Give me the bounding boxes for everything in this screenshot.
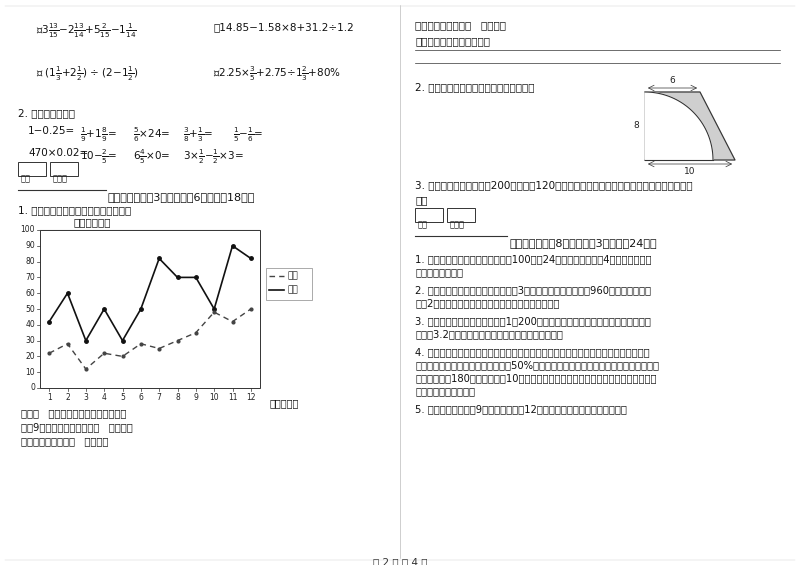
Text: 3×$\frac{1}{2}$−$\frac{1}{2}$×3=: 3×$\frac{1}{2}$−$\frac{1}{2}$×3= <box>183 148 244 167</box>
Text: ⑵、9月份收入和支出相差（   ）万元。: ⑵、9月份收入和支出相差（ ）万元。 <box>21 422 133 432</box>
Text: 评卷人: 评卷人 <box>53 174 68 183</box>
Text: 0: 0 <box>30 384 35 393</box>
Text: 10: 10 <box>210 393 219 402</box>
FancyBboxPatch shape <box>18 162 46 176</box>
Text: 7: 7 <box>157 393 162 402</box>
Text: 请你通过计算来说明。: 请你通过计算来说明。 <box>415 386 475 396</box>
Polygon shape <box>645 92 735 160</box>
Text: ⑮ (1$\frac{1}{3}$+2$\frac{1}{2}$) ÷ (2−1$\frac{1}{2}$): ⑮ (1$\frac{1}{3}$+2$\frac{1}{2}$) ÷ (2−1… <box>36 65 139 84</box>
Text: 470×0.02=: 470×0.02= <box>28 148 88 158</box>
Text: $\frac{3}{8}$+$\frac{1}{3}$=: $\frac{3}{8}$+$\frac{1}{3}$= <box>183 126 213 145</box>
Text: 1. 工程队挖一条水渠，计划每天挖100米，24天完成，实际提前4天完成，实际平: 1. 工程队挖一条水渠，计划每天挖100米，24天完成，实际提前4天完成，实际平 <box>415 254 651 264</box>
Text: 得分: 得分 <box>418 220 428 229</box>
Text: ⑯2.25×$\frac{3}{5}$+2.75÷1$\frac{2}{3}$+80%: ⑯2.25×$\frac{3}{5}$+2.75÷1$\frac{2}{3}$+… <box>213 65 341 84</box>
Text: 50: 50 <box>26 305 35 314</box>
Text: 10−$\frac{2}{5}$=: 10−$\frac{2}{5}$= <box>80 148 118 167</box>
Text: ⑷、平均每月支出（   ）万元。: ⑷、平均每月支出（ ）万元。 <box>415 20 506 30</box>
Text: 全额（万元）: 全额（万元） <box>73 217 110 227</box>
Polygon shape <box>645 92 713 160</box>
Text: 收入: 收入 <box>287 285 298 294</box>
Text: 轴。: 轴。 <box>415 195 427 205</box>
Text: 4: 4 <box>102 393 106 402</box>
Text: 六、应用题（共8小题，每题3分，共计24分）: 六、应用题（共8小题，每题3分，共计24分） <box>509 238 657 248</box>
Text: 60: 60 <box>26 289 35 298</box>
Text: 3: 3 <box>83 393 88 402</box>
Text: 30: 30 <box>26 336 35 345</box>
FancyBboxPatch shape <box>50 162 78 176</box>
Text: 得分: 得分 <box>21 174 31 183</box>
Text: 这儿所有的衣服都是在进货基础上加50%的利润后标价的，这件衣服按标价的八折卖给你: 这儿所有的衣服都是在进货基础上加50%的利润后标价的，这件衣服按标价的八折卖给你 <box>415 360 659 370</box>
Text: 支出: 支出 <box>287 272 298 280</box>
Text: ⑭14.85−1.58×8+31.2÷1.2: ⑭14.85−1.58×8+31.2÷1.2 <box>213 22 354 32</box>
Text: 长为2分米的正方形方砖，需要多少块？（用比例解）: 长为2分米的正方形方砖，需要多少块？（用比例解） <box>415 298 559 308</box>
Text: 10: 10 <box>684 167 696 176</box>
Text: 5: 5 <box>120 393 125 402</box>
Text: 11: 11 <box>228 393 238 402</box>
Text: 8: 8 <box>175 393 180 402</box>
Text: 80: 80 <box>26 257 35 266</box>
Text: 6$\frac{4}{5}$×0=: 6$\frac{4}{5}$×0= <box>133 148 170 167</box>
Text: 1−0.25=: 1−0.25= <box>28 126 75 136</box>
Text: $\frac{1}{5}$−$\frac{1}{6}$=: $\frac{1}{5}$−$\frac{1}{6}$= <box>233 126 263 145</box>
Text: 9: 9 <box>194 393 198 402</box>
Text: 1. 请根据下面的统计图回答下列问题。: 1. 请根据下面的统计图回答下列问题。 <box>18 205 131 215</box>
Text: 40: 40 <box>26 320 35 329</box>
Text: 均每天挖多少米？: 均每天挖多少米？ <box>415 267 463 277</box>
Text: 2. 直接写出得数。: 2. 直接写出得数。 <box>18 108 75 118</box>
FancyBboxPatch shape <box>266 268 312 300</box>
Text: 4. 六一期间，小丽陪妈妈去选购，在一家服装城看中了一件衣服，售货员对妈妈说我们: 4. 六一期间，小丽陪妈妈去选购，在一家服装城看中了一件衣服，售货员对妈妈说我们 <box>415 347 650 357</box>
FancyBboxPatch shape <box>447 208 475 222</box>
Text: 70: 70 <box>26 273 35 282</box>
Text: ⑸、你还获得了哪些信息？: ⑸、你还获得了哪些信息？ <box>415 36 490 46</box>
Text: 边共长3.2厘米，这块钢板的实际面积是多少平方米？: 边共长3.2厘米，这块钢板的实际面积是多少平方米？ <box>415 329 563 339</box>
Text: 10: 10 <box>26 368 35 377</box>
Text: 评卷人: 评卷人 <box>450 220 465 229</box>
Text: 12: 12 <box>246 393 255 402</box>
Text: 月份（月）: 月份（月） <box>270 398 299 408</box>
Text: 3. 一块等腰直角三角形钢板，用1：200的比例尺画在图纸上，这张图上的两条直角: 3. 一块等腰直角三角形钢板，用1：200的比例尺画在图纸上，这张图上的两条直角 <box>415 316 651 326</box>
Text: ⑬3$\frac{13}{15}$−2$\frac{13}{14}$+5$\frac{2}{15}$−1$\frac{1}{14}$: ⑬3$\frac{13}{15}$−2$\frac{13}{14}$+5$\fr… <box>36 22 137 41</box>
Text: 五、综合题（共3小题，每题6分，共计18分）: 五、综合题（共3小题，每题6分，共计18分） <box>108 192 255 202</box>
FancyBboxPatch shape <box>415 208 443 222</box>
Text: 2. 求图中阴影部分的面积（单位：厘米）: 2. 求图中阴影部分的面积（单位：厘米） <box>415 82 534 92</box>
Text: 100: 100 <box>21 225 35 234</box>
Text: 2: 2 <box>65 393 70 402</box>
Text: 6: 6 <box>670 76 675 85</box>
Text: ⑴、（   ）月份收入和支出相差最小。: ⑴、（ ）月份收入和支出相差最小。 <box>21 408 126 418</box>
Text: 6: 6 <box>138 393 143 402</box>
Text: 90: 90 <box>26 241 35 250</box>
Text: 5. 某镇去年计划造林9公顷，实际造林12公顷，实际比原计划多百分之几？: 5. 某镇去年计划造林9公顷，实际造林12公顷，实际比原计划多百分之几？ <box>415 404 627 414</box>
Bar <box>40 230 260 388</box>
Text: 8: 8 <box>634 121 639 131</box>
Text: 第 2 页 共 4 页: 第 2 页 共 4 页 <box>373 557 427 565</box>
Text: 20: 20 <box>26 352 35 361</box>
Text: ，你只需要付180元，我只赚你10，聪明的小丽思考后，发现售货员说的话并不可信，: ，你只需要付180元，我只赚你10，聪明的小丽思考后，发现售货员说的话并不可信， <box>415 373 657 383</box>
Text: $\frac{5}{6}$×24=: $\frac{5}{6}$×24= <box>133 126 170 145</box>
Text: $\frac{1}{9}$+1$\frac{8}{9}$=: $\frac{1}{9}$+1$\frac{8}{9}$= <box>80 126 117 145</box>
Text: 3. 一个长方形运动场长为200米，宽为120米，请用的比例尺画出它的平面图和它的所有对称: 3. 一个长方形运动场长为200米，宽为120米，请用的比例尺画出它的平面图和它… <box>415 180 693 190</box>
Text: 2. 一间教室要用方砖铺地，用边长是3分米的正方形方砖，需要960块，如果改用边: 2. 一间教室要用方砖铺地，用边长是3分米的正方形方砖，需要960块，如果改用边 <box>415 285 651 295</box>
Text: ⑶、全年实际收入（   ）万元。: ⑶、全年实际收入（ ）万元。 <box>21 436 108 446</box>
Text: 1: 1 <box>46 393 51 402</box>
